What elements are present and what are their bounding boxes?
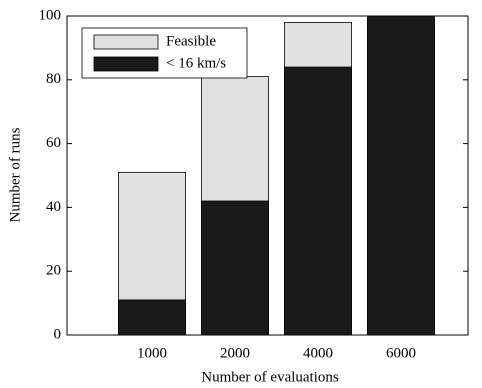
y-tick-label: 0 — [54, 326, 62, 342]
bar — [118, 299, 186, 336]
legend-swatch — [93, 34, 159, 50]
x-axis-label: Number of evaluations — [201, 369, 339, 385]
x-tick-label: 4000 — [303, 345, 333, 361]
x-tick-label: 2000 — [220, 345, 250, 361]
bar — [284, 66, 352, 336]
legend-label: < 16 km/s — [166, 55, 226, 71]
y-tick-label: 80 — [46, 71, 61, 87]
y-tick-label: 40 — [46, 199, 61, 215]
x-tick-label: 6000 — [386, 345, 416, 361]
bar — [201, 200, 269, 336]
y-tick-label: 20 — [46, 263, 61, 279]
x-tick-label: 1000 — [137, 345, 167, 361]
y-axis-label: Number of runs — [7, 127, 23, 222]
legend-label: Feasible — [166, 33, 216, 49]
y-tick-label: 100 — [39, 7, 62, 23]
legend-swatch — [93, 56, 159, 72]
bar — [367, 15, 435, 336]
y-tick-label: 60 — [46, 135, 61, 151]
